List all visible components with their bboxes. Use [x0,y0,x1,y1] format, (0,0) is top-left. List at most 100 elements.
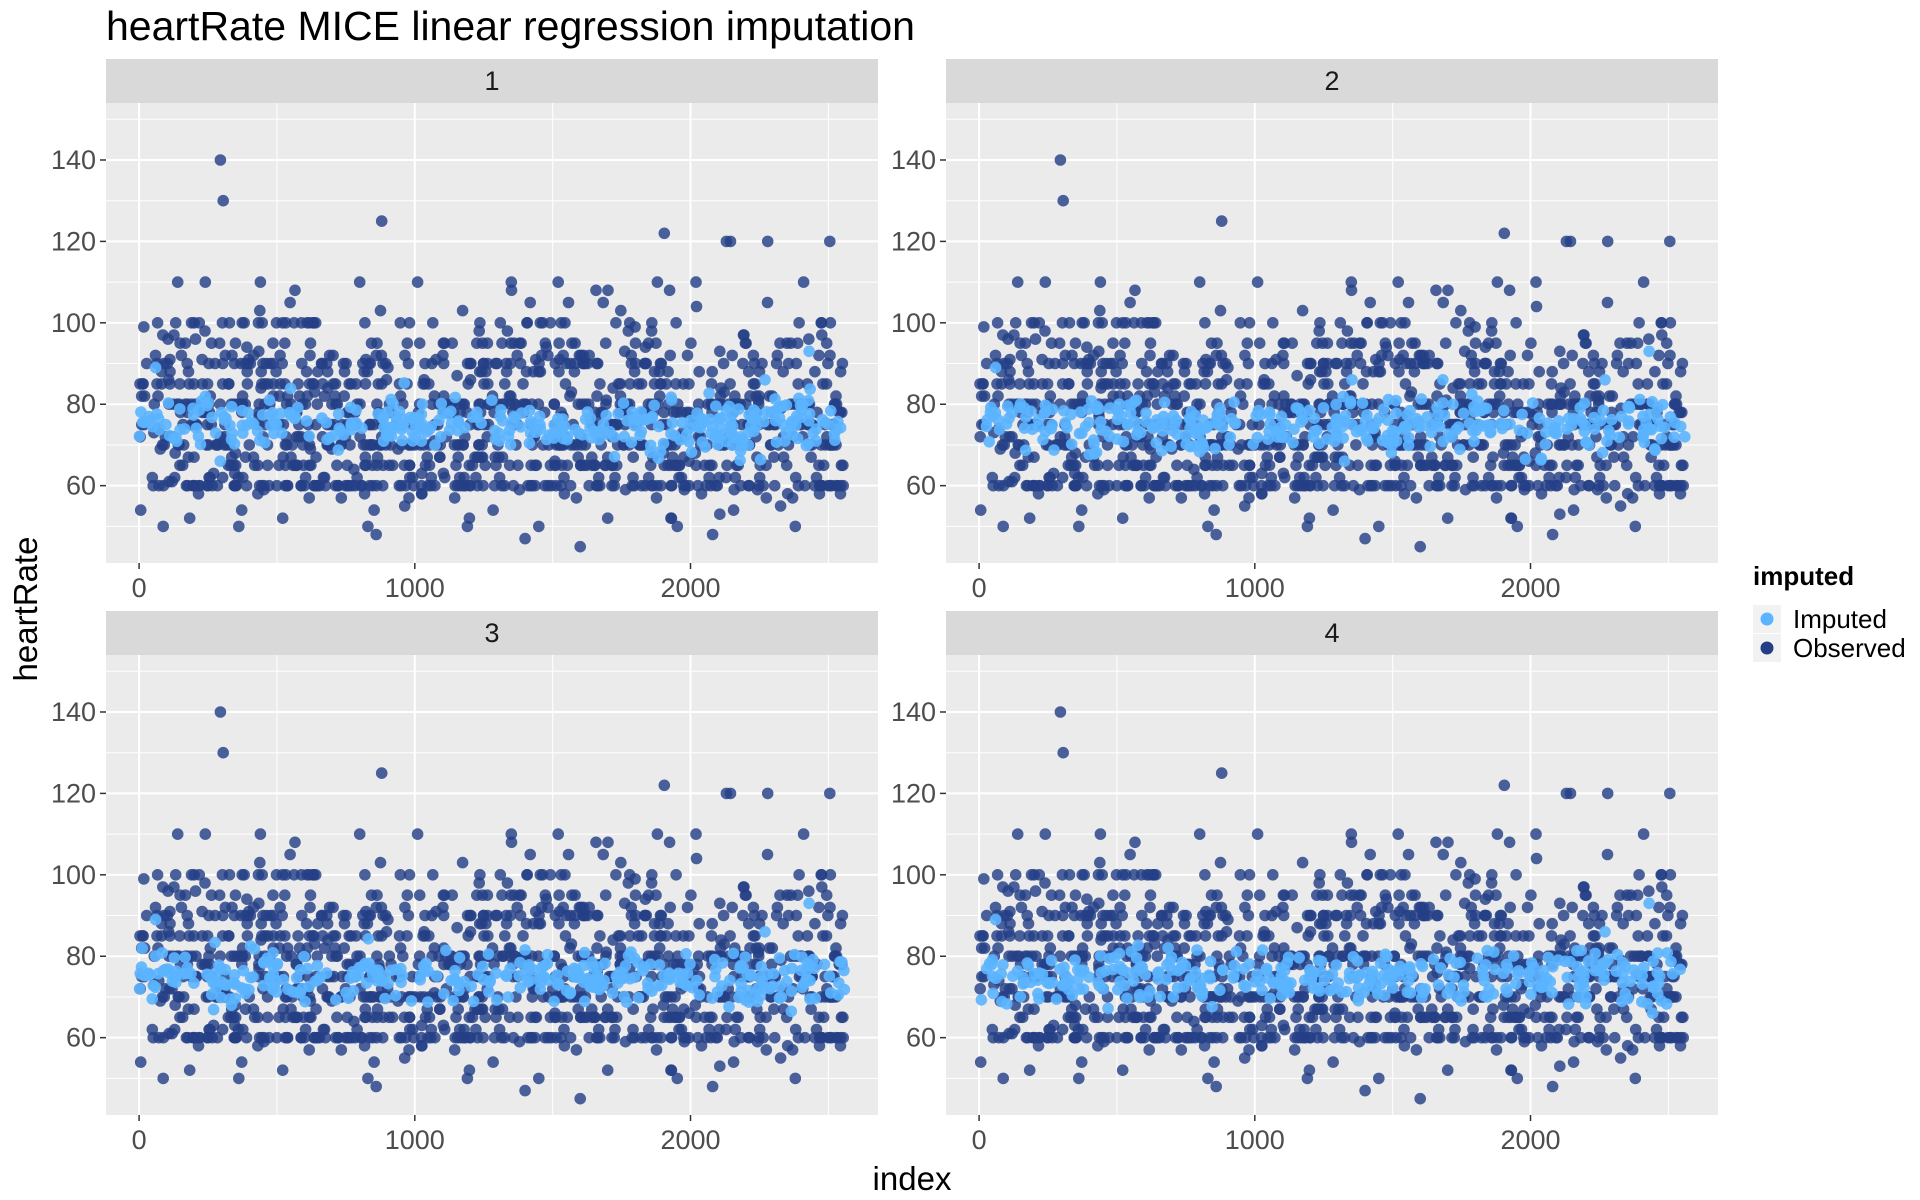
imputed-point [1295,416,1307,428]
observed-point [1467,1003,1479,1015]
observed-point [553,889,565,901]
observed-point [1396,459,1408,472]
observed-point [1373,520,1385,533]
imputed-point [490,994,503,1006]
observed-point [168,329,180,341]
imputed-point [284,382,297,395]
observed-point [276,909,289,922]
observed-point [1291,921,1303,934]
observed-point [1277,467,1290,480]
observed-point [235,504,248,516]
observed-point [261,459,274,472]
imputed-point [1390,407,1402,420]
observed-point [451,921,463,934]
observed-point [1637,276,1650,288]
observed-point [653,390,666,402]
observed-point [304,349,316,362]
observed-point [168,881,180,893]
observed-point [166,1027,178,1040]
imputed-point [1588,423,1601,436]
observed-point [639,479,652,492]
observed-point [174,337,186,350]
imputed-point [389,989,402,1002]
observed-point [1633,317,1645,329]
observed-point [364,439,376,451]
imputed-point [1466,425,1479,437]
observed-point [760,1044,773,1056]
observed-point [974,431,986,443]
observed-point [743,1031,756,1044]
observed-point [1674,488,1687,500]
observed-point [503,1011,516,1024]
observed-point [625,909,638,922]
observed-point [650,337,662,350]
observed-point [508,398,521,411]
observed-point [1013,930,1026,942]
observed-point [681,901,694,914]
observed-point [1144,349,1156,362]
imputed-point [541,948,554,961]
observed-point [1120,317,1132,329]
observed-point [1560,1023,1572,1036]
observed-point [151,869,164,881]
observed-point [1314,317,1326,329]
observed-point [217,746,229,759]
observed-point [614,942,627,954]
observed-point [670,869,682,881]
observed-point [315,357,328,370]
imputed-point [1122,418,1134,431]
observed-point [1621,337,1633,350]
observed-point [574,1092,586,1105]
observed-point [761,848,774,861]
observed-point [553,337,565,350]
observed-point [1256,488,1268,500]
observed-point [426,909,438,922]
imputed-point [496,415,509,427]
observed-point [1479,479,1492,492]
y-tick-label: 60 [66,1023,96,1053]
observed-point [359,451,372,464]
observed-point [403,317,416,329]
observed-point [1405,386,1418,398]
observed-point [225,950,238,962]
observed-point [591,479,604,492]
observed-point [1431,479,1444,492]
observed-point [610,317,622,329]
observed-point [836,357,849,370]
observed-point [500,917,513,930]
observed-point [521,317,533,329]
imputed-point [1100,425,1112,438]
observed-point [670,317,682,329]
observed-point [705,930,718,942]
observed-point [1393,353,1406,366]
observed-point [1510,930,1522,942]
observed-point [533,1072,545,1085]
observed-point [1632,378,1644,390]
imputed-point [1130,429,1143,441]
observed-point [1256,467,1268,480]
imputed-point [1037,433,1049,446]
imputed-point [1482,419,1494,432]
observed-point [565,386,578,398]
observed-point [273,459,285,472]
imputed-point [534,423,547,436]
observed-point [837,459,849,472]
observed-point [753,479,765,492]
observed-point [173,378,186,390]
observed-point [663,284,676,297]
observed-point [624,930,636,942]
observed-point [1455,304,1467,317]
imputed-point [683,422,696,435]
imputed-point [1452,421,1465,433]
imputed-point [482,948,495,960]
observed-point [1328,479,1341,492]
observed-point [243,439,256,451]
imputed-point [1346,374,1358,386]
observed-point [353,276,366,288]
imputed-point [524,427,537,440]
observed-point [529,459,541,472]
observed-point [365,337,378,350]
imputed-point [136,942,148,955]
observed-point [175,349,188,362]
